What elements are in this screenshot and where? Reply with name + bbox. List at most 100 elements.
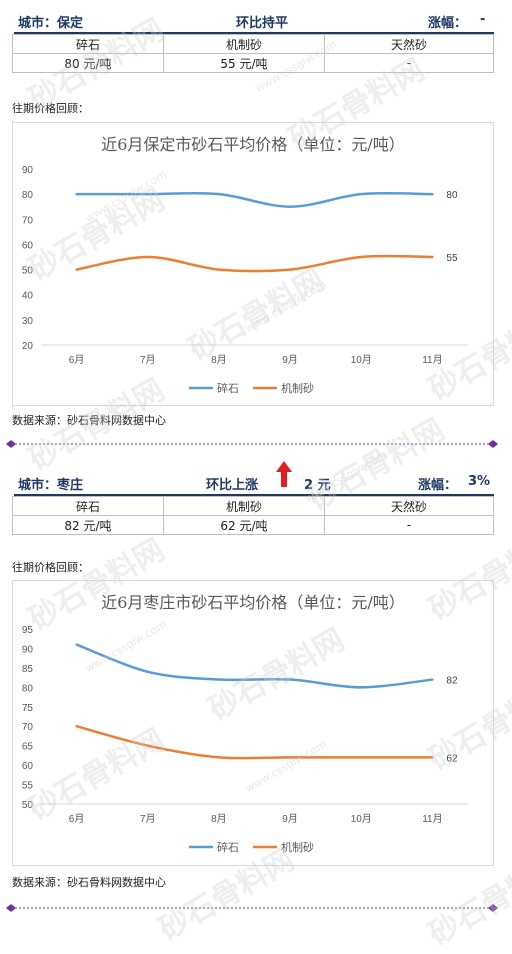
up-arrow-icon (276, 461, 292, 487)
data-point (288, 268, 292, 271)
data-point (360, 255, 363, 259)
chart-title: 近6月枣庄市砂石平均价格（单位：元/吨） (101, 593, 405, 612)
y-tick-label: 70 (22, 215, 34, 226)
data-point (431, 255, 434, 259)
review-label: 往期价格回顾： (12, 561, 89, 574)
header-crushed-stone: 碎石 (12, 34, 164, 54)
city-label: 城市：枣庄 (18, 478, 84, 493)
y-tick-label: 30 (22, 316, 34, 327)
table-row: 82 元/吨 62 元/吨 - (12, 515, 494, 535)
change-value: 3% (468, 474, 491, 489)
section-header-zaozhuang: 城市：枣庄 环比上涨 2 元 涨幅： 3% (14, 472, 496, 493)
header-natural-sand: 天然砂 (324, 496, 494, 516)
data-point (146, 670, 149, 673)
header-natural-sand: 天然砂 (324, 34, 494, 54)
legend-label: 碎石 (217, 381, 239, 395)
data-point (75, 192, 78, 196)
change-label: 涨幅： (418, 478, 458, 493)
table-header-row: 碎石 机制砂 天然砂 (12, 496, 494, 516)
chart-svg: 50 55 60 65 70 75 80 85 90 95 6月 7月 8月 9月 10月 11月 82 62 碎石… (22, 625, 468, 854)
x-tick-label: 8月 (211, 354, 227, 366)
chart-baoding: 近6月保定市砂石平均价格（单位：元/吨） 20 30 40 50 60 70 80 90 6月 7… (12, 122, 494, 406)
data-point (75, 725, 78, 728)
section-separator (6, 440, 498, 448)
chart-title: 近6月保定市砂石平均价格（单位：元/吨） (101, 135, 405, 154)
data-point (431, 756, 434, 759)
x-tick-label: 10月 (351, 354, 372, 366)
data-point (360, 686, 363, 689)
value-crushed-stone: 82 元/吨 (12, 515, 164, 535)
y-tick-label: 40 (22, 291, 34, 302)
y-tick-label: 50 (22, 800, 34, 811)
header-crushed-stone: 碎石 (12, 496, 164, 516)
legend-label: 碎石 (217, 840, 239, 854)
section-separator (6, 904, 498, 912)
series-line-1 (76, 725, 433, 760)
value-natural-sand: - (324, 515, 494, 535)
header-machine-sand: 机制砂 (163, 34, 325, 54)
legend-label: 机制砂 (281, 381, 314, 395)
x-tick-label: 9月 (282, 813, 298, 825)
review-label: 往期价格回顾： (12, 102, 89, 115)
table-row: 80 元/吨 55 元/吨 - (12, 53, 494, 73)
value-natural-sand: - (324, 53, 494, 73)
series-line-0 (76, 643, 433, 689)
y-tick-label: 95 (22, 625, 34, 636)
city-label: 城市：保定 (18, 16, 84, 31)
y-tick-label: 60 (22, 240, 34, 251)
data-point (217, 678, 221, 681)
data-point (75, 268, 78, 271)
x-tick-label: 9月 (282, 354, 298, 366)
data-source: 数据来源：砂石骨料网数据中心 (12, 414, 166, 427)
data-point (288, 205, 292, 208)
y-tick-label: 75 (22, 703, 34, 714)
data-label: 82 (446, 676, 458, 687)
data-label: 80 (446, 190, 458, 201)
data-point (146, 192, 149, 196)
header-divider (14, 32, 494, 34)
data-point (217, 192, 221, 196)
x-tick-label: 11月 (422, 813, 442, 825)
y-tick-label: 20 (22, 341, 34, 352)
value-machine-sand: 62 元/吨 (163, 515, 325, 535)
section-header-baoding: 城市：保定 环比持平 涨幅： - (14, 10, 496, 31)
data-point (75, 643, 78, 646)
value-machine-sand: 55 元/吨 (163, 53, 325, 73)
trend-label: 环比持平 (236, 16, 289, 31)
data-point (146, 744, 149, 747)
header-divider (14, 494, 494, 496)
y-tick-label: 80 (22, 683, 34, 694)
data-point (360, 192, 363, 196)
value-crushed-stone: 80 元/吨 (12, 53, 164, 73)
y-tick-label: 90 (22, 165, 34, 176)
chart-svg: 20 30 40 50 60 70 80 90 6月 7月 8月 9月 10月 11月 80 55 碎石 机制砂 (22, 165, 468, 395)
x-tick-label: 10月 (351, 813, 372, 825)
price-table-zaozhuang: 碎石 机制砂 天然砂 82 元/吨 62 元/吨 - (12, 496, 494, 535)
x-tick-label: 7月 (140, 813, 156, 825)
data-point (360, 756, 363, 759)
legend-label: 机制砂 (281, 840, 314, 854)
data-point (431, 678, 434, 681)
y-tick-label: 85 (22, 664, 34, 675)
change-label: 涨幅： (428, 16, 468, 31)
x-tick-label: 8月 (211, 813, 227, 825)
x-tick-label: 6月 (69, 354, 85, 366)
data-label: 55 (446, 253, 458, 264)
price-table-baoding: 碎石 机制砂 天然砂 80 元/吨 55 元/吨 - (12, 34, 494, 73)
chart-zaozhuang: 近6月枣庄市砂石平均价格（单位：元/吨） 50 55 60 65 70 75 80 85 90 9… (12, 580, 494, 866)
data-point (288, 678, 292, 681)
x-tick-label: 11月 (422, 354, 442, 366)
data-point (288, 756, 292, 759)
header-machine-sand: 机制砂 (163, 496, 325, 516)
table-header-row: 碎石 机制砂 天然砂 (12, 34, 494, 54)
y-tick-label: 65 (22, 742, 34, 753)
trend-label: 环比上涨 (206, 478, 259, 493)
y-tick-label: 50 (22, 266, 34, 277)
data-point (431, 192, 434, 196)
y-tick-label: 70 (22, 722, 34, 733)
x-tick-label: 6月 (69, 813, 85, 825)
data-point (217, 268, 221, 271)
y-tick-label: 80 (22, 190, 34, 201)
trend-amount: 2 元 (304, 478, 331, 493)
data-source: 数据来源：砂石骨料网数据中心 (12, 876, 166, 889)
